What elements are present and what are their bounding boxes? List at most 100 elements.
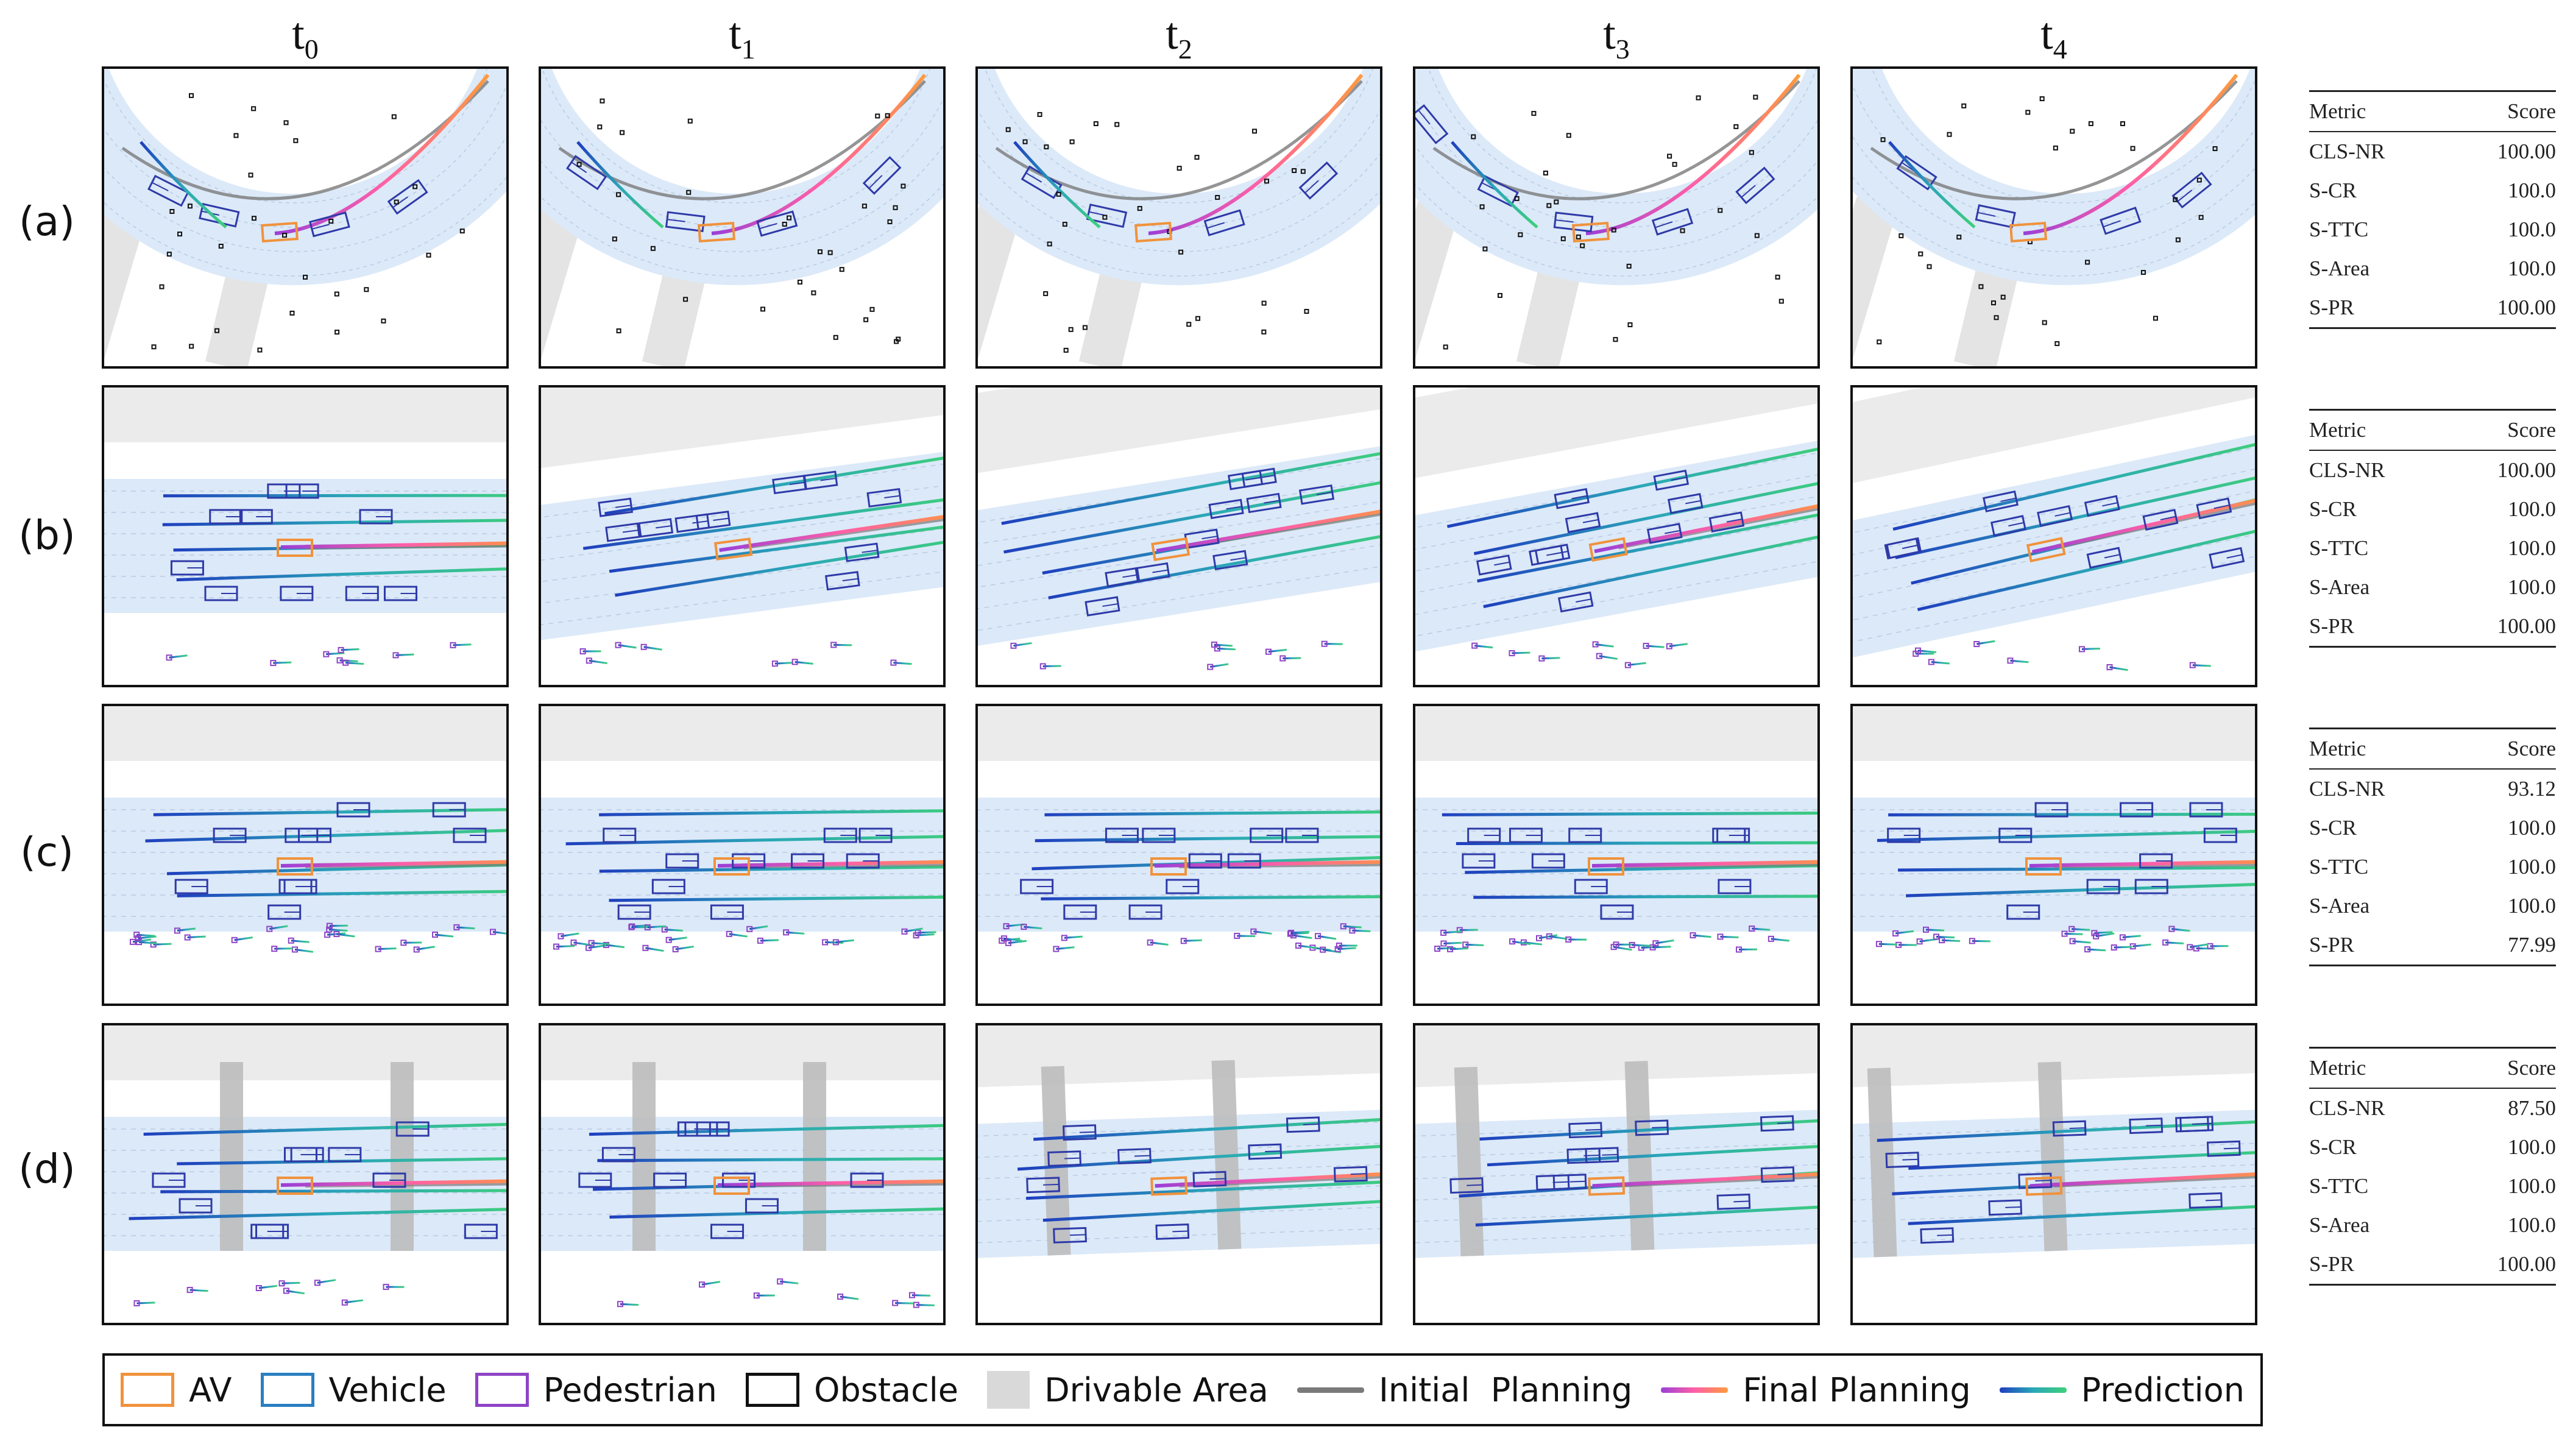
pedestrian-prediction [918, 931, 936, 934]
pedestrian-prediction [1936, 935, 1955, 939]
metric-score: 100.0 [2508, 257, 2556, 280]
vehicle-box [383, 586, 417, 601]
lane-line [104, 69, 487, 204]
legend-item: Final Planning [1661, 1371, 1971, 1409]
pedestrian-box [342, 659, 349, 666]
vehicle-box [651, 879, 685, 894]
pedestrian-prediction [2081, 647, 2101, 650]
road-group [1415, 388, 1817, 660]
pedestrian-box [2189, 662, 2196, 668]
av-box [1572, 221, 1610, 243]
prediction-path [1477, 509, 1817, 583]
prediction-path [160, 1189, 506, 1194]
av-box [713, 537, 753, 561]
column-header-t0: t0 [101, 4, 510, 80]
obstacle-marker [1215, 194, 1220, 200]
drivable-area [1415, 706, 1817, 761]
prediction-path [140, 141, 227, 228]
pedestrian-box [913, 932, 919, 939]
obstacle-marker [426, 252, 431, 258]
drivable-area [104, 706, 506, 761]
obstacle-marker [166, 252, 172, 257]
pedestrian-prediction [1268, 648, 1287, 653]
header-metric: Metric [2309, 1056, 2366, 1080]
lane-line [104, 177, 506, 277]
pedestrian-box [1969, 938, 1975, 944]
column-header-t3: t3 [1412, 4, 1821, 80]
obstacle-marker [2212, 146, 2218, 151]
pedestrian-box [375, 946, 381, 952]
pedestrian-box [1624, 662, 1631, 668]
prediction-path [1877, 829, 2255, 842]
obstacle-marker [2042, 320, 2047, 325]
scene-map [978, 706, 1380, 954]
obstacle-marker [1718, 208, 1723, 213]
obstacle-marker [612, 236, 617, 242]
lane-band [978, 434, 1380, 653]
crosswalk [220, 1062, 243, 1251]
metric-score: 100.00 [2497, 614, 2556, 638]
obstacle-marker [394, 199, 399, 205]
obstacle-marker [1560, 236, 1566, 241]
obstacle-marker [2153, 316, 2158, 321]
vehicle-box [432, 802, 466, 818]
obstacle-marker [1114, 122, 1120, 127]
vehicle-box [239, 509, 273, 525]
obstacle-marker [1195, 316, 1201, 321]
final-planning-path [2023, 74, 2238, 235]
lane-line [541, 495, 943, 568]
pedestrian-box [1234, 932, 1240, 939]
drivable-area [104, 388, 506, 442]
obstacle-marker [2198, 214, 2204, 220]
drivable-area [978, 196, 1145, 366]
metric-row: S-TTC 100.0 [2309, 529, 2556, 568]
scene-map [541, 1025, 943, 1308]
pedestrian-box [1933, 933, 1940, 940]
legend-swatch [121, 1373, 174, 1407]
pedestrian-box [2093, 933, 2100, 940]
pedestrian-box [699, 1281, 706, 1288]
column-header-t1: t1 [537, 4, 947, 80]
legend-label: Drivable Area [1044, 1370, 1269, 1409]
pedestrian-prediction [2087, 948, 2106, 952]
pedestrian-box [913, 1301, 919, 1308]
metric-score: 87.50 [2508, 1096, 2556, 1120]
metric-name: S-Area [2309, 894, 2370, 918]
lane-line [541, 475, 943, 548]
prediction-path [1483, 529, 1817, 609]
vehicle-box [866, 488, 902, 508]
pedestrian-box [1295, 942, 1302, 949]
metric-row: S-PR 77.99 [2309, 926, 2556, 965]
pedestrian-prediction [1655, 939, 1674, 944]
obstacle-marker [1880, 137, 1886, 143]
pedestrian-box [1440, 940, 1447, 947]
lane-line [978, 551, 1380, 639]
vehicle-box [1557, 591, 1594, 613]
obstacle-marker [1069, 139, 1075, 144]
pedestrian-box [588, 940, 595, 946]
scene-panel [1413, 704, 1820, 1006]
vehicle-box [1246, 492, 1282, 514]
vehicle-box [1285, 827, 1319, 843]
scene-panel [975, 1023, 1382, 1325]
prediction-path [163, 494, 506, 498]
lane-line [1415, 1139, 1817, 1160]
prediction-path [1035, 835, 1380, 843]
scene-map [1853, 1025, 2255, 1260]
obstacle-marker [869, 306, 875, 312]
obstacle-marker [616, 328, 621, 334]
final-planning-path [280, 860, 506, 868]
vehicle-box [1653, 469, 1690, 491]
final-planning-path [1155, 1171, 1380, 1188]
obstacle-marker [787, 215, 792, 221]
pedestrian-box [837, 1294, 844, 1300]
pedestrian-box [323, 651, 330, 657]
av-box [277, 857, 313, 876]
legend-label: AV [189, 1370, 232, 1409]
road-group [1853, 388, 2255, 666]
prediction-path [1013, 141, 1101, 228]
road-group [541, 1025, 943, 1251]
pedestrian-box [1250, 928, 1257, 935]
obstacle-marker [817, 249, 823, 255]
vehicle-box [566, 155, 607, 191]
